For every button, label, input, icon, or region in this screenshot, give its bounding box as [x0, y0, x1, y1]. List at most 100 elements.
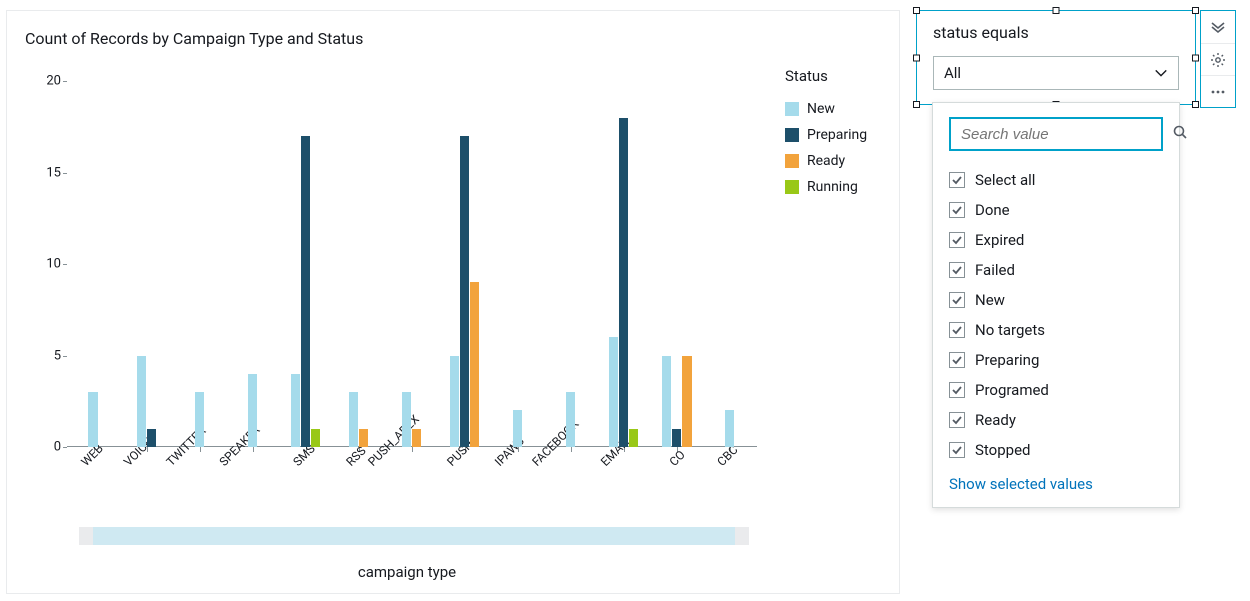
option-label: Expired: [975, 231, 1024, 249]
dropdown-option[interactable]: Expired: [949, 225, 1163, 255]
resize-handle-tr[interactable]: [1192, 7, 1199, 14]
y-tick-label: 0: [33, 440, 61, 455]
option-label: Failed: [975, 261, 1015, 279]
y-tick-label: 15: [33, 165, 61, 180]
option-label: Programed: [975, 381, 1049, 399]
legend-swatch: [785, 180, 799, 194]
resize-handle-ml[interactable]: [913, 54, 920, 61]
checkbox[interactable]: [949, 292, 965, 308]
search-input-wrap[interactable]: [949, 117, 1163, 151]
more-icon[interactable]: [1201, 75, 1235, 107]
filter-panel[interactable]: status equals All: [916, 10, 1196, 105]
dropdown-option[interactable]: Done: [949, 195, 1163, 225]
bar[interactable]: [291, 374, 300, 447]
bar[interactable]: [629, 429, 638, 447]
resize-handle-bl[interactable]: [913, 101, 920, 108]
checkbox[interactable]: [949, 382, 965, 398]
bar[interactable]: [359, 429, 368, 447]
bar[interactable]: [248, 374, 257, 447]
filter-selected-value: All: [944, 64, 961, 82]
search-icon: [1172, 124, 1188, 144]
option-label: No targets: [975, 321, 1045, 339]
legend-item[interactable]: Preparing: [785, 127, 895, 143]
show-selected-link[interactable]: Show selected values: [949, 465, 1163, 493]
bar[interactable]: [513, 410, 522, 447]
bar[interactable]: [349, 392, 358, 447]
checkbox[interactable]: [949, 412, 965, 428]
bar[interactable]: [88, 392, 97, 447]
bar[interactable]: [412, 429, 421, 447]
dropdown-option[interactable]: Programed: [949, 375, 1163, 405]
scroll-handle-right[interactable]: [735, 527, 749, 545]
option-label: Ready: [975, 411, 1016, 429]
option-label: New: [975, 291, 1005, 309]
option-label: Stopped: [975, 441, 1030, 459]
resize-handle-mr[interactable]: [1192, 54, 1199, 61]
dropdown-option[interactable]: No targets: [949, 315, 1163, 345]
dropdown-option[interactable]: Failed: [949, 255, 1163, 285]
bar[interactable]: [311, 429, 320, 447]
option-label: Done: [975, 201, 1010, 219]
legend-swatch: [785, 128, 799, 142]
bar[interactable]: [725, 410, 734, 447]
resize-handle-mt[interactable]: [1053, 7, 1060, 14]
legend-label: Running: [807, 179, 858, 195]
bar[interactable]: [609, 337, 618, 447]
bar[interactable]: [301, 136, 310, 447]
scroll-handle-left[interactable]: [79, 527, 93, 545]
gear-icon[interactable]: [1201, 43, 1235, 75]
checkbox[interactable]: [949, 442, 965, 458]
chevron-down-icon: [1154, 66, 1168, 80]
legend-label: New: [807, 101, 835, 117]
option-label: Select all: [975, 171, 1035, 189]
bar[interactable]: [619, 118, 628, 447]
panel-toolbar: [1200, 10, 1236, 108]
bar[interactable]: [402, 392, 411, 447]
bar[interactable]: [460, 136, 469, 447]
checkbox[interactable]: [949, 172, 965, 188]
checkbox[interactable]: [949, 232, 965, 248]
bar[interactable]: [147, 429, 156, 447]
collapse-icon[interactable]: [1201, 11, 1235, 43]
bar[interactable]: [672, 429, 681, 447]
bar[interactable]: [662, 356, 671, 448]
bars-container: WEBVOICETWITTERSPEAKERSMSRSSPUSH_APEXPUS…: [67, 81, 757, 447]
filter-dropdown: Select all Done Expired Failed New No targets…: [932, 102, 1180, 508]
checkbox[interactable]: [949, 262, 965, 278]
filter-select[interactable]: All: [933, 56, 1179, 90]
chart-panel: Count of Records by Campaign Type and St…: [6, 10, 900, 594]
bar[interactable]: [470, 282, 479, 447]
legend-label: Preparing: [807, 127, 867, 143]
legend-item[interactable]: New: [785, 101, 895, 117]
legend-item[interactable]: Ready: [785, 153, 895, 169]
dropdown-option[interactable]: Preparing: [949, 345, 1163, 375]
dropdown-option[interactable]: Stopped: [949, 435, 1163, 465]
bar[interactable]: [566, 392, 575, 447]
filter-title: status equals: [917, 11, 1195, 46]
x-tick-label: RSS: [343, 444, 368, 469]
checkbox[interactable]: [949, 352, 965, 368]
y-tick-label: 20: [33, 74, 61, 89]
resize-handle-tl[interactable]: [913, 7, 920, 14]
y-tick-label: 5: [33, 348, 61, 363]
resize-handle-br[interactable]: [1192, 101, 1199, 108]
chart-plot-area: WEBVOICETWITTERSPEAKERSMSRSSPUSH_APEXPUS…: [67, 81, 757, 447]
checkbox[interactable]: [949, 322, 965, 338]
x-tick-label: CO: [667, 448, 688, 469]
checkbox[interactable]: [949, 202, 965, 218]
chart-scrollbar[interactable]: [79, 527, 749, 545]
legend-swatch: [785, 154, 799, 168]
dropdown-option[interactable]: Ready: [949, 405, 1163, 435]
bar[interactable]: [195, 392, 204, 447]
bar[interactable]: [137, 356, 146, 448]
legend-label: Ready: [807, 153, 845, 169]
x-axis-label: campaign type: [7, 563, 807, 581]
dropdown-option[interactable]: New: [949, 285, 1163, 315]
search-input[interactable]: [959, 125, 1164, 144]
dropdown-option[interactable]: Select all: [949, 165, 1163, 195]
bar[interactable]: [682, 356, 691, 448]
bar[interactable]: [450, 356, 459, 448]
legend-item[interactable]: Running: [785, 179, 895, 195]
legend-title: Status: [785, 67, 895, 85]
legend-swatch: [785, 102, 799, 116]
